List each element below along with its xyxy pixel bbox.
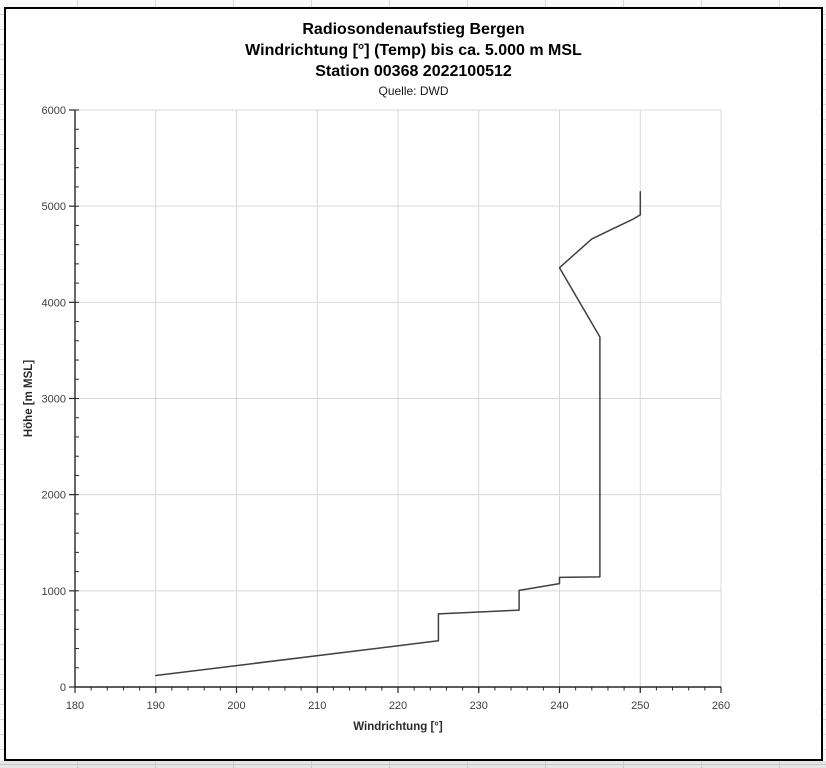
chart-object[interactable]: Radiosondenaufstieg Bergen Windrichtung … xyxy=(4,7,823,761)
chart-title: Radiosondenaufstieg Bergen xyxy=(302,21,525,38)
chart-title-block: Radiosondenaufstieg Bergen Windrichtung … xyxy=(6,9,821,99)
spreadsheet-bottom-strip xyxy=(0,761,826,768)
chart-station-line: Station 00368 2022100512 xyxy=(315,63,512,80)
chart-subtitle: Windrichtung [°] (Temp) bis ca. 5.000 m … xyxy=(245,42,582,59)
chart-source-line: Quelle: DWD xyxy=(378,84,449,98)
